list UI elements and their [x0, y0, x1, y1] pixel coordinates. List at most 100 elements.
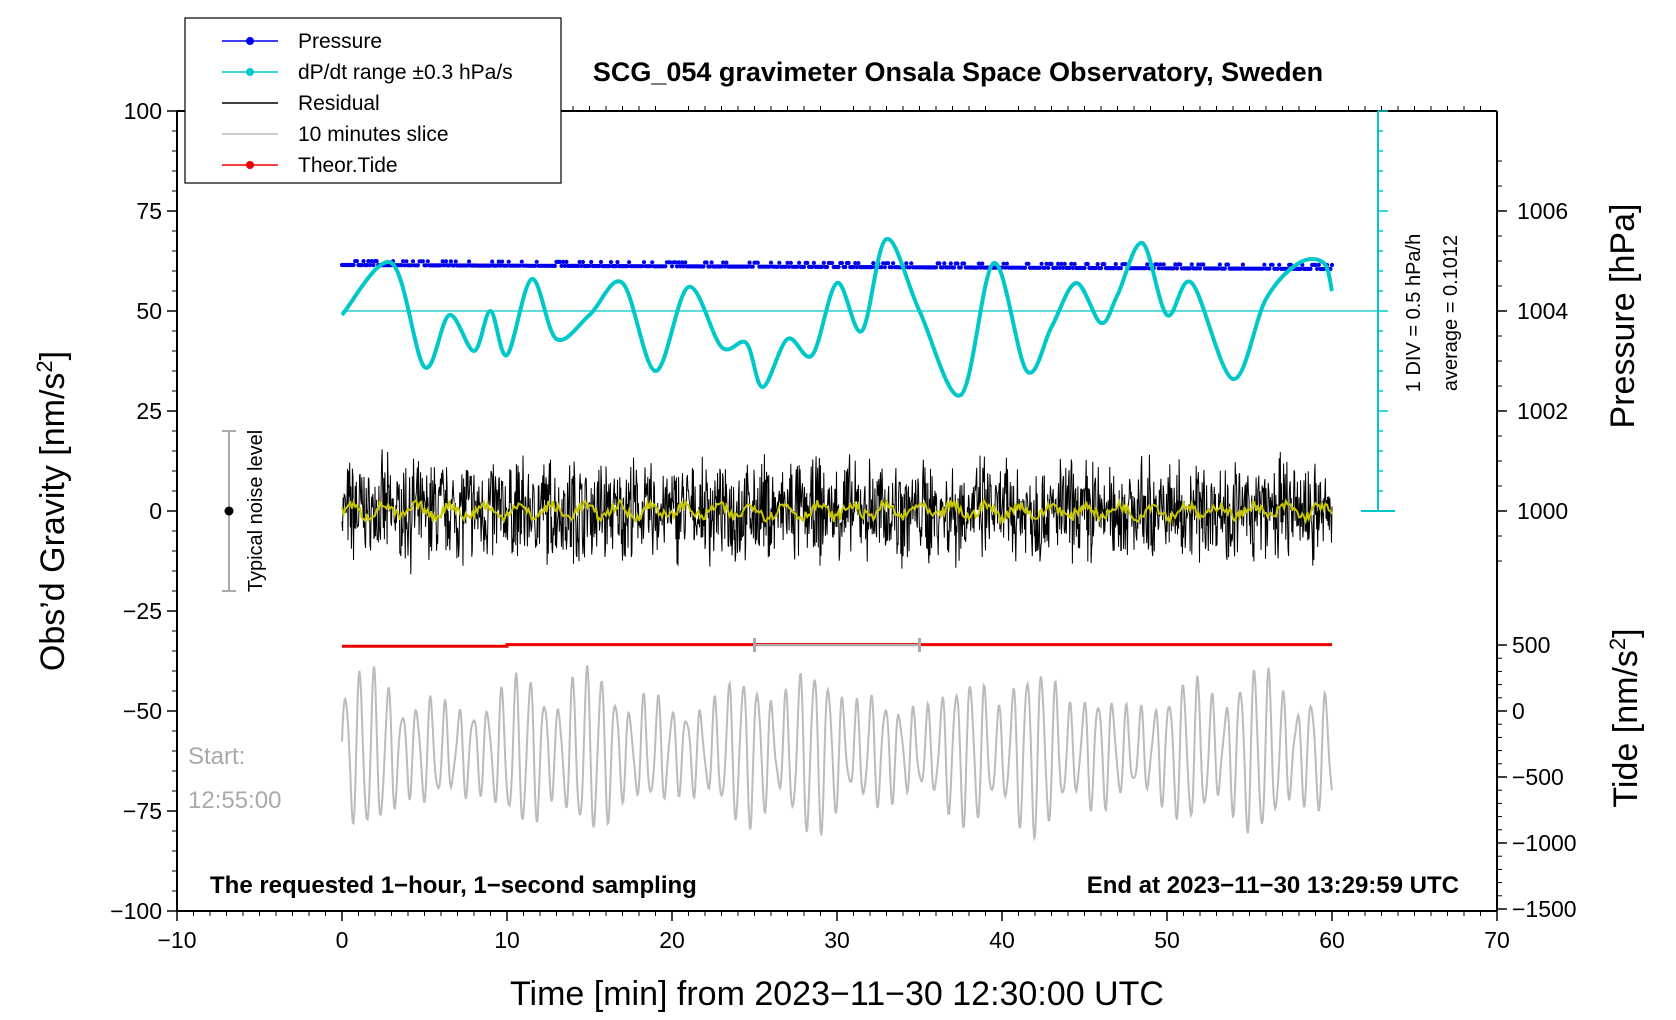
- x-tick-label: 10: [494, 927, 520, 953]
- x-tick-label: 0: [336, 927, 349, 953]
- pressure-point: [889, 265, 894, 270]
- pressure-point: [598, 259, 604, 265]
- pressure-point: [882, 265, 888, 270]
- pressure-point: [1277, 262, 1282, 267]
- pressure-point: [400, 259, 406, 264]
- pressure-point: [952, 265, 957, 270]
- noise-level-label: Typical noise level: [245, 430, 267, 592]
- pressure-point: [504, 263, 510, 268]
- pressure-point: [856, 261, 861, 266]
- pressure-point: [881, 261, 886, 266]
- pressure-point: [701, 264, 706, 269]
- pressure-point: [940, 265, 945, 270]
- pressure-point: [811, 260, 817, 265]
- legend-label: Theor.Tide: [298, 154, 398, 177]
- pressure-point: [577, 259, 582, 265]
- pressure-point: [1057, 265, 1062, 270]
- pressure-point: [625, 264, 630, 269]
- pressure-tick-label: 1002: [1517, 398, 1568, 424]
- pressure-point: [933, 265, 939, 270]
- pressure-point: [1197, 266, 1203, 271]
- pressure-point: [366, 259, 371, 264]
- pressure-point: [1196, 262, 1201, 267]
- start-time-label: 12:55:00: [188, 787, 281, 814]
- pressure-point: [673, 260, 678, 265]
- pressure-point: [1161, 262, 1166, 267]
- sampling-note: The requested 1−hour, 1−second sampling: [210, 872, 697, 899]
- y-tick-label: −75: [123, 798, 162, 824]
- pressure-point: [410, 259, 416, 264]
- pressure-point: [1056, 261, 1061, 266]
- x-tick-label: −10: [157, 927, 196, 953]
- pressure-point: [1225, 262, 1231, 267]
- pressure-tick-label: 1004: [1517, 298, 1568, 324]
- pressure-point: [615, 260, 620, 265]
- pressure-point: [745, 264, 751, 269]
- y-axis-label-gravity: Obs’d Gravity [nm/s2]: [32, 351, 73, 671]
- pressure-point: [1316, 262, 1321, 267]
- pressure-point: [1222, 266, 1227, 271]
- pressure-point: [1171, 266, 1176, 271]
- pressure-point: [552, 263, 558, 268]
- pressure-point: [1260, 266, 1265, 271]
- pressure-point: [1061, 265, 1066, 270]
- pressure-point: [640, 264, 645, 269]
- pressure-point: [722, 264, 727, 269]
- legend-marker: [246, 161, 254, 169]
- legend-label: Residual: [298, 92, 380, 115]
- pressure-point: [399, 263, 404, 268]
- pressure-point: [575, 263, 581, 269]
- pressure-point: [810, 264, 815, 269]
- pressure-point: [1095, 262, 1100, 267]
- pressure-point: [1046, 265, 1051, 270]
- pressure-point: [351, 262, 356, 268]
- pressure-point: [980, 261, 985, 266]
- pressure-point: [488, 263, 493, 268]
- pressure-point: [415, 263, 420, 268]
- pressure-point: [1082, 265, 1087, 271]
- pressure-point: [361, 259, 366, 264]
- pressure-point: [1113, 262, 1118, 267]
- pressure-point: [532, 263, 538, 268]
- pressure-point: [1189, 262, 1194, 267]
- legend-marker: [246, 37, 254, 45]
- pressure-point: [1262, 262, 1267, 267]
- pressure-point: [805, 260, 810, 265]
- tide-tick-label: −1000: [1512, 830, 1577, 856]
- pressure-point: [1001, 261, 1006, 266]
- pressure-point: [613, 264, 619, 269]
- pressure-point: [1174, 266, 1179, 271]
- pressure-point: [1298, 266, 1303, 271]
- pressure-point: [1239, 266, 1244, 271]
- pressure-point: [490, 259, 495, 264]
- pressure-point: [854, 265, 859, 270]
- pressure-point: [534, 259, 539, 264]
- pressure-point: [1098, 266, 1104, 271]
- pressure-point: [853, 261, 858, 266]
- legend-label: Pressure: [298, 30, 382, 53]
- pressure-point: [839, 260, 845, 266]
- pressure-point: [851, 265, 856, 270]
- y-tick-label: 100: [124, 98, 162, 124]
- pressure-point: [721, 260, 726, 265]
- pressure-point: [447, 263, 452, 268]
- pressure-point: [1094, 265, 1099, 271]
- pressure-point: [564, 259, 569, 264]
- legend-marker: [246, 68, 254, 76]
- pressure-point: [650, 260, 655, 265]
- tide-tick-label: 500: [1512, 632, 1550, 658]
- x-tick-label: 60: [1319, 927, 1345, 953]
- pressure-point: [1158, 262, 1163, 267]
- pressure-point: [947, 265, 952, 270]
- pressure-point: [724, 260, 729, 265]
- pressure-point: [1004, 261, 1010, 266]
- pressure-point: [1216, 266, 1221, 271]
- noise-level-bar: [222, 430, 236, 592]
- pressure-point: [719, 264, 724, 269]
- pressure-point: [674, 264, 680, 269]
- pressure-point: [1062, 261, 1067, 266]
- x-axis-label: Time [min] from 2023−11−30 12:30:00 UTC: [510, 975, 1164, 1013]
- tide-tick-label: −500: [1512, 764, 1564, 790]
- pressure-point: [663, 264, 668, 269]
- pressure-point: [518, 263, 523, 268]
